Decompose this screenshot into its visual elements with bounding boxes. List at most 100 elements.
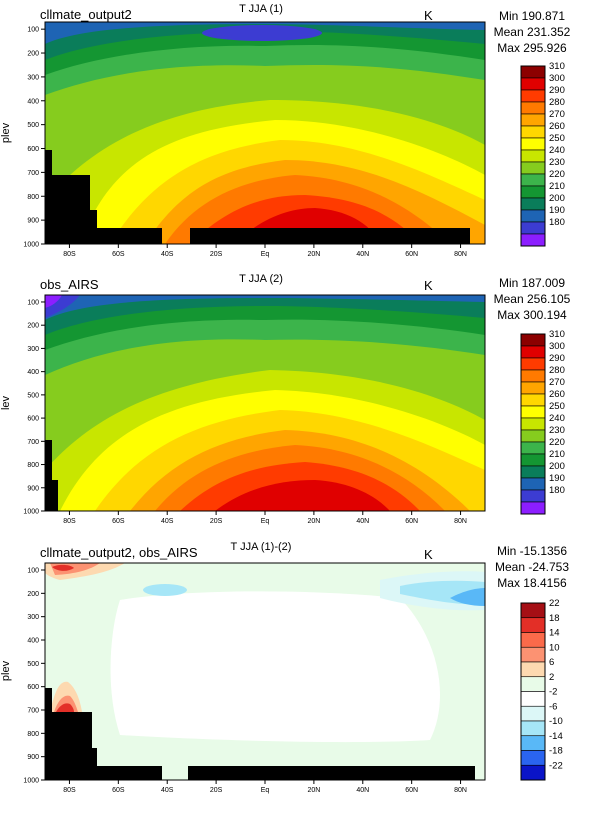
colorbar-swatch — [520, 209, 546, 223]
colorbar-swatch — [520, 185, 546, 199]
colorbar-swatch — [520, 137, 546, 151]
colorbar-label: 260 — [549, 121, 565, 132]
panel-1: cllmate_output2 T JJA (1) K Min 190.871 … — [0, 3, 571, 258]
y-tick-label: 100 — [27, 299, 39, 306]
panel-2-x-axis: 80S 60S 40S 20S Eq 20N 40N 60N 80N — [63, 511, 467, 525]
colorbar-label: 190 — [549, 473, 565, 484]
colorbar-label: -10 — [549, 716, 563, 727]
colorbar-swatch — [520, 381, 546, 395]
panel-1-units: K — [424, 8, 433, 23]
panel-3-units: K — [424, 547, 433, 562]
colorbar-swatch — [520, 691, 546, 707]
colorbar-swatch — [520, 676, 546, 692]
colorbar-swatch — [520, 125, 546, 139]
colorbar-frame — [520, 333, 546, 515]
x-tick-label: 60S — [112, 787, 125, 794]
colorbar-label: 210 — [549, 449, 565, 460]
colorbar-label: 22 — [549, 598, 560, 609]
colorbar-swatch — [520, 602, 546, 619]
x-tick-label: 80N — [454, 251, 467, 258]
colorbar-swatch — [520, 101, 546, 115]
y-tick-label: 800 — [27, 462, 39, 469]
panel-3-stat-mean: Mean -24.753 — [495, 560, 569, 574]
colorbar-label: 190 — [549, 205, 565, 216]
colorbar-label: 290 — [549, 353, 565, 364]
x-tick-label: 20N — [307, 787, 320, 794]
colorbar-label: -6 — [549, 701, 557, 712]
x-tick-label: 60S — [112, 518, 125, 525]
colorbar-swatch — [520, 477, 546, 491]
panel-2-stat-mean: Mean 256.105 — [494, 292, 571, 306]
panel-3-ylabel: plev — [0, 660, 12, 681]
panel-2: obs_AIRS T JJA (2) K Min 187.009 Mean 25… — [0, 273, 571, 525]
panel-1-left-label: cllmate_output2 — [40, 7, 132, 22]
colorbar-label: 250 — [549, 133, 565, 144]
colorbar-label: 2 — [549, 672, 554, 683]
colorbar-label: -22 — [549, 760, 563, 771]
panel-1-colorbar: 3103002902802702602502402302202102001901… — [520, 61, 565, 247]
x-tick-label: 40S — [161, 518, 174, 525]
colorbar-swatch — [520, 661, 546, 678]
panel-1-stat-max: Max 295.926 — [497, 41, 567, 55]
panel-2-stat-min: Min 187.009 — [499, 276, 565, 290]
panel-2-left-label: obs_AIRS — [40, 277, 99, 292]
colorbar-swatch — [520, 750, 546, 766]
colorbar-swatch — [520, 65, 546, 79]
colorbar-swatch — [520, 489, 546, 503]
colorbar-label: 210 — [549, 181, 565, 192]
y-tick-label: 1000 — [23, 242, 39, 249]
panel-2-y-axis: 100 200 300 400 500 600 700 800 900 1000 — [23, 299, 45, 516]
panel-3-stat-max: Max 18.4156 — [497, 576, 567, 590]
x-tick-label: 20N — [307, 518, 320, 525]
colorbar-swatch — [520, 233, 546, 247]
colorbar-swatch — [520, 441, 546, 455]
colorbar-swatch — [520, 417, 546, 431]
colorbar-label: 6 — [549, 657, 554, 668]
y-tick-label: 900 — [27, 218, 39, 225]
y-tick-label: 600 — [27, 146, 39, 153]
colorbar-swatch — [520, 429, 546, 443]
colorbar-swatch — [520, 77, 546, 91]
panel-1-stat-min: Min 190.871 — [499, 9, 565, 23]
panel-1-contour-field — [45, 22, 485, 244]
x-tick-label: 40S — [161, 251, 174, 258]
colorbar-label: 180 — [549, 485, 565, 496]
y-tick-label: 700 — [27, 708, 39, 715]
colorbar-label: 200 — [549, 461, 565, 472]
colorbar-label: 310 — [549, 329, 565, 340]
panel-2-colorbar: 3103002902802702602502402302202102001901… — [520, 329, 565, 515]
colorbar-label: 180 — [549, 217, 565, 228]
y-tick-label: 400 — [27, 98, 39, 105]
colorbar-label: 14 — [549, 628, 560, 639]
panel-2-ylabel: lev — [0, 395, 12, 410]
colorbar-label: 220 — [549, 437, 565, 448]
colorbar-label: 250 — [549, 401, 565, 412]
colorbar-swatch — [520, 720, 546, 737]
colorbar-swatch — [520, 501, 546, 515]
y-tick-label: 1000 — [23, 509, 39, 516]
colorbar-label: 18 — [549, 613, 560, 624]
x-tick-label: 80N — [454, 787, 467, 794]
colorbar-swatch — [520, 357, 546, 371]
y-tick-label: 300 — [27, 346, 39, 353]
x-tick-label: 20S — [210, 251, 223, 258]
y-tick-label: 200 — [27, 591, 39, 598]
colorbar-swatch — [520, 735, 546, 751]
colorbar-label: 300 — [549, 73, 565, 84]
colorbar-swatch — [520, 161, 546, 175]
colorbar-swatch — [520, 764, 546, 781]
y-tick-label: 200 — [27, 51, 39, 58]
colorbar-label: 270 — [549, 109, 565, 120]
colorbar-label: 230 — [549, 157, 565, 168]
x-tick-label: 40N — [356, 251, 369, 258]
panel-3-title: T JJA (1)-(2) — [231, 541, 292, 553]
x-tick-label: 20S — [210, 787, 223, 794]
colorbar-swatch — [520, 465, 546, 479]
panel-3: cllmate_output2, obs_AIRS T JJA (1)-(2) … — [0, 541, 569, 794]
panel-1-title: T JJA (1) — [239, 3, 283, 15]
colorbar-label: 240 — [549, 413, 565, 424]
x-tick-label: 60S — [112, 251, 125, 258]
panel-1-x-axis: 80S 60S 40S 20S Eq 20N 40N 60N 80N — [63, 244, 467, 258]
colorbar-swatch — [520, 89, 546, 103]
